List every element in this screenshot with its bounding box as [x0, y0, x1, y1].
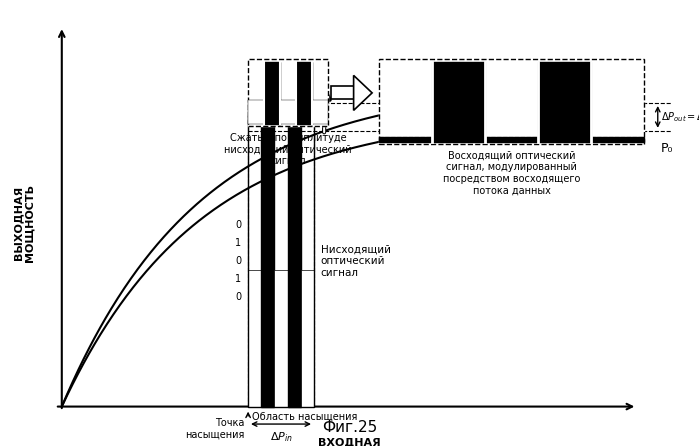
- Bar: [264, 62, 280, 124]
- Bar: [331, 87, 354, 99]
- Text: $\Delta P_{out} = \Delta P_1$: $\Delta P_{out} = \Delta P_1$: [661, 110, 699, 124]
- Bar: [312, 99, 328, 124]
- Bar: [379, 59, 644, 144]
- Text: ВХОДНАЯ
МОЩНОСТЬ: ВХОДНАЯ МОЩНОСТЬ: [310, 437, 389, 446]
- Bar: [248, 99, 264, 124]
- Bar: [485, 137, 538, 142]
- Text: Точка
насыщения: Точка насыщения: [185, 417, 245, 439]
- Bar: [301, 270, 314, 407]
- Text: I₀: I₀: [599, 73, 607, 86]
- Bar: [287, 116, 301, 407]
- Bar: [248, 59, 328, 126]
- Text: P₀: P₀: [661, 142, 674, 155]
- Text: Область насыщения: Область насыщения: [252, 412, 357, 422]
- Bar: [296, 62, 312, 124]
- Bar: [432, 62, 485, 142]
- Bar: [248, 59, 328, 126]
- Bar: [275, 270, 287, 407]
- Bar: [379, 137, 432, 142]
- Bar: [538, 62, 591, 142]
- Text: $\Delta P_{in}$: $\Delta P_{in}$: [270, 431, 292, 444]
- Text: I₁: I₁: [599, 128, 607, 140]
- Text: Фиг.25: Фиг.25: [322, 420, 377, 435]
- Text: ВЫХОДНАЯ
МОЩНОСТЬ: ВЫХОДНАЯ МОЩНОСТЬ: [13, 184, 35, 262]
- Bar: [248, 270, 261, 407]
- Text: Нисходящий
оптический
сигнал: Нисходящий оптический сигнал: [321, 245, 391, 278]
- Text: Восходящий оптический
сигнал, модулированный
посредством восходящего
потока данн: Восходящий оптический сигнал, модулирова…: [443, 150, 580, 195]
- Text: 0
1
0
1
0: 0 1 0 1 0: [235, 220, 241, 302]
- Text: Сжатый по амплитуде
нисходящий оптический
сигнал: Сжатый по амплитуде нисходящий оптически…: [224, 133, 352, 166]
- Bar: [261, 116, 275, 407]
- Polygon shape: [354, 75, 372, 110]
- Bar: [591, 137, 644, 142]
- Bar: [280, 99, 296, 124]
- Bar: [379, 59, 644, 144]
- Bar: [248, 116, 314, 407]
